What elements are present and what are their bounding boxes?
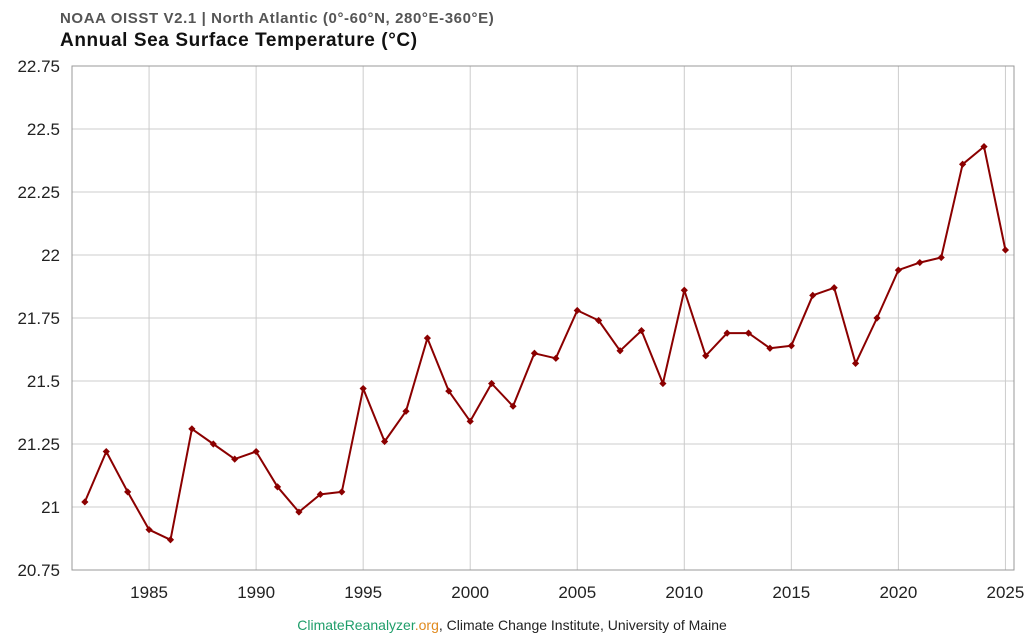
site-name[interactable]: ClimateReanalyzer xyxy=(297,617,415,633)
data-point-marker xyxy=(809,291,817,299)
y-tick-label: 21.25 xyxy=(17,435,60,454)
data-point-marker xyxy=(766,344,774,352)
data-point-marker xyxy=(209,440,217,448)
x-tick-label: 1995 xyxy=(344,583,382,602)
data-point-marker xyxy=(423,334,431,342)
data-point-marker xyxy=(102,447,110,456)
data-point-marker xyxy=(316,490,324,498)
series-layer xyxy=(81,143,1010,544)
series-line xyxy=(83,145,1007,541)
chart-subtitle: NOAA OISST V2.1 | North Atlantic (0°-60°… xyxy=(60,10,495,27)
data-point-marker xyxy=(359,384,367,393)
x-tick-label: 2005 xyxy=(558,583,596,602)
data-point-marker xyxy=(916,258,924,267)
data-point-marker xyxy=(873,314,881,322)
data-point-marker xyxy=(338,488,346,496)
data-point-marker xyxy=(744,329,753,337)
x-tick-label: 2015 xyxy=(772,583,810,602)
data-point-marker xyxy=(573,306,581,315)
y-tick-label: 22 xyxy=(41,246,60,265)
data-point-marker xyxy=(680,286,688,294)
x-tick-label: 1985 xyxy=(130,583,168,602)
data-point-marker xyxy=(145,526,153,534)
data-point-marker xyxy=(124,488,132,496)
data-point-marker xyxy=(659,379,667,388)
data-point-marker xyxy=(552,354,560,362)
data-point-marker xyxy=(959,160,967,168)
data-point-marker xyxy=(830,284,838,292)
data-point-marker xyxy=(466,417,474,425)
y-axis-tick-labels: 20.75 21 21.25 21.5 21.75 22 22.25 22.5 22.75 xyxy=(17,57,60,580)
data-point-marker xyxy=(980,143,988,151)
data-point-marker xyxy=(295,508,303,516)
data-point-marker xyxy=(231,455,239,463)
x-tick-label: 2025 xyxy=(987,583,1024,602)
line-chart: 20.75 21 21.25 21.5 21.75 22 22.25 22.5 22.75 19… xyxy=(17,57,1024,602)
data-point-marker xyxy=(402,407,410,415)
x-tick-label: 2000 xyxy=(451,583,489,602)
x-axis-tick-labels: 1985 1990 1995 2000 2005 2010 2015 2020 2025 xyxy=(130,583,1024,602)
data-point-marker xyxy=(894,266,902,274)
data-point-marker xyxy=(166,536,175,544)
data-point-marker xyxy=(273,483,282,491)
y-tick-label: 21.5 xyxy=(27,372,60,391)
data-point-marker xyxy=(616,347,624,355)
chart-title: Annual Sea Surface Temperature (°C) xyxy=(60,30,418,51)
gridlines xyxy=(72,65,1014,571)
data-point-marker xyxy=(81,498,89,506)
data-point-marker xyxy=(637,327,646,335)
x-tick-label: 1990 xyxy=(237,583,275,602)
data-point-marker xyxy=(380,437,389,446)
data-point-marker xyxy=(188,425,196,433)
credit-text: , Climate Change Institute, University o… xyxy=(438,617,727,633)
data-point-marker xyxy=(787,342,795,350)
y-tick-label: 22.5 xyxy=(27,120,60,139)
y-tick-label: 21.75 xyxy=(17,309,60,328)
data-point-marker xyxy=(445,387,453,395)
data-point-marker xyxy=(851,359,860,367)
y-tick-label: 22.25 xyxy=(17,183,60,202)
y-tick-label: 21 xyxy=(41,498,60,517)
data-point-marker xyxy=(488,379,496,388)
plot-frame xyxy=(71,65,1015,571)
data-point-marker xyxy=(937,253,945,262)
data-point-marker xyxy=(595,316,603,325)
data-point-marker xyxy=(723,329,731,337)
data-point-marker xyxy=(509,402,517,410)
data-point-marker xyxy=(530,349,539,357)
y-tick-label: 20.75 xyxy=(17,561,60,580)
source-credit: ClimateReanalyzer.org, Climate Change In… xyxy=(0,617,1024,633)
data-point-marker xyxy=(702,352,710,360)
data-point-marker xyxy=(252,447,260,456)
x-tick-label: 2010 xyxy=(665,583,703,602)
data-point-marker xyxy=(1001,246,1010,254)
site-tld[interactable]: .org xyxy=(414,617,439,633)
y-tick-label: 22.75 xyxy=(17,57,60,76)
x-tick-label: 2020 xyxy=(879,583,917,602)
